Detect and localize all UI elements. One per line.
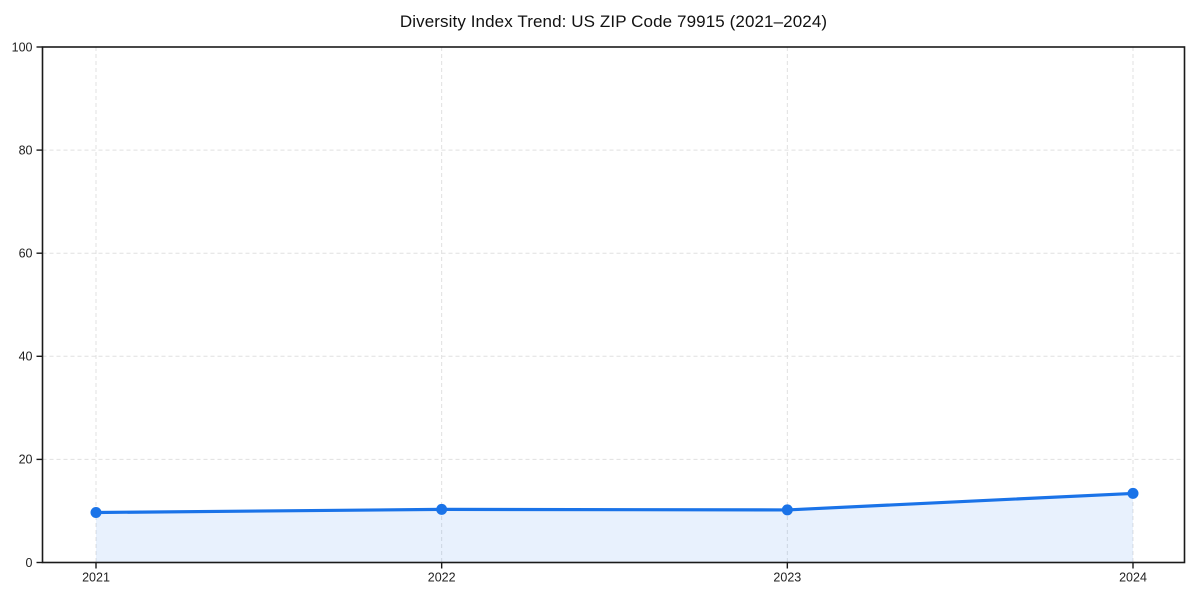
x-tick-label-2023: 2023 <box>773 570 801 584</box>
data-point-2023 <box>781 504 793 516</box>
y-tick-label-60: 60 <box>19 246 33 260</box>
series-line <box>94 491 1135 515</box>
data-point-2022 <box>436 503 448 515</box>
plot-border <box>41 46 1186 564</box>
data-point-2021 <box>90 506 102 518</box>
y-tick-label-0: 0 <box>26 556 33 570</box>
x-tick-label-2024: 2024 <box>1119 570 1147 584</box>
x-tick-label-2021: 2021 <box>82 570 110 584</box>
y-tick-label-100: 100 <box>12 40 33 54</box>
series-markers <box>90 487 1139 518</box>
y-tick-label-20: 20 <box>19 453 33 467</box>
axis-labels: 2021 2022 2023 2024 0 20 40 60 80 100 <box>12 40 1147 584</box>
data-point-2024 <box>1127 487 1139 499</box>
axis-ticks <box>36 46 1134 569</box>
series-area-fill <box>96 493 1133 563</box>
x-tick-label-2022: 2022 <box>428 570 456 584</box>
y-tick-label-40: 40 <box>19 350 33 364</box>
chart-title: Diversity Index Trend: US ZIP Code 79915… <box>399 12 828 31</box>
gridlines <box>42 46 1185 563</box>
y-tick-label-80: 80 <box>19 143 33 157</box>
